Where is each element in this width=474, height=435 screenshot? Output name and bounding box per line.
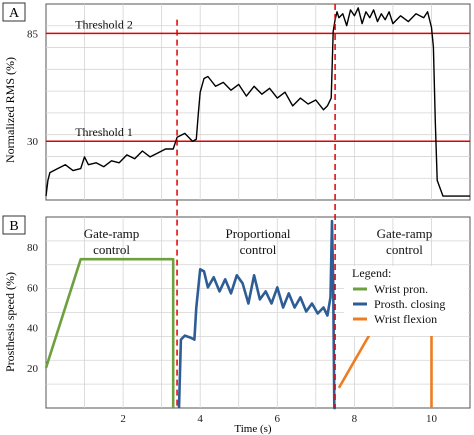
panel-b-y-ticks: 20 40 60 80 bbox=[27, 242, 39, 375]
region-label-line2: control bbox=[93, 242, 130, 257]
panel-a-frame bbox=[45, 3, 471, 201]
region-label-line2: control bbox=[386, 242, 423, 257]
x-tick-label: 2 bbox=[120, 413, 126, 425]
region-label-line2: control bbox=[240, 242, 277, 257]
panel-a-y-ticks: 30 85 bbox=[27, 28, 39, 148]
y-tick-label: 85 bbox=[27, 28, 39, 40]
y-tick-label: 20 bbox=[27, 363, 39, 375]
panel-a-series bbox=[45, 7, 470, 197]
region-label-line1: Gate-ramp bbox=[84, 226, 140, 241]
legend-background bbox=[344, 266, 468, 336]
thresholds: Threshold 1 Threshold 2 bbox=[46, 17, 470, 142]
threshold-label: Threshold 2 bbox=[75, 17, 133, 31]
panel-a-grid bbox=[46, 4, 470, 200]
threshold-label: Threshold 1 bbox=[75, 125, 133, 139]
panel-b-letter: B bbox=[9, 219, 18, 234]
emg-rms-line bbox=[45, 7, 470, 197]
y-tick-label: 30 bbox=[27, 136, 39, 148]
region-label-line1: Gate-ramp bbox=[377, 226, 433, 241]
panel-a-letter: A bbox=[9, 6, 20, 21]
panel-b-grid bbox=[46, 217, 470, 408]
panel-a-y-axis-label: Normalized RMS (%) bbox=[3, 57, 17, 163]
legend-entry: Prosth. closing bbox=[374, 297, 445, 311]
panel-a-label: A bbox=[2, 2, 26, 22]
x-tick-label: 6 bbox=[275, 413, 281, 425]
panel-b-label: B bbox=[2, 215, 26, 235]
x-tick-label: 8 bbox=[352, 413, 358, 425]
x-tick-label: 4 bbox=[197, 413, 203, 425]
region-label-line1: Proportional bbox=[226, 226, 291, 241]
series-line-wrist-pron bbox=[44, 257, 175, 408]
y-tick-label: 60 bbox=[27, 282, 39, 294]
transition-markers bbox=[176, 4, 336, 408]
y-tick-label: 40 bbox=[27, 323, 39, 335]
panel-a: Threshold 1 Threshold 2 30 85 A Normalized… bbox=[2, 2, 471, 201]
y-tick-label: 80 bbox=[27, 242, 39, 254]
region-labels: Gate-rampcontrolProportionalcontrolGate-… bbox=[84, 226, 433, 257]
series-line-wrist-flexion bbox=[337, 326, 433, 408]
series-line-prosth-closing bbox=[177, 219, 336, 410]
legend-entry: Wrist pron. bbox=[374, 282, 428, 296]
x-axis-label: Time (s) bbox=[234, 423, 272, 435]
x-tick-label: 10 bbox=[426, 413, 438, 425]
legend-title: Legend: bbox=[352, 266, 391, 280]
panel-b-y-axis-label: Prosthesis speed (%) bbox=[3, 272, 17, 372]
legend-entry: Wrist flexion bbox=[374, 312, 437, 326]
panel-b-x-ticks: 2 4 6 8 10 bbox=[120, 413, 437, 425]
